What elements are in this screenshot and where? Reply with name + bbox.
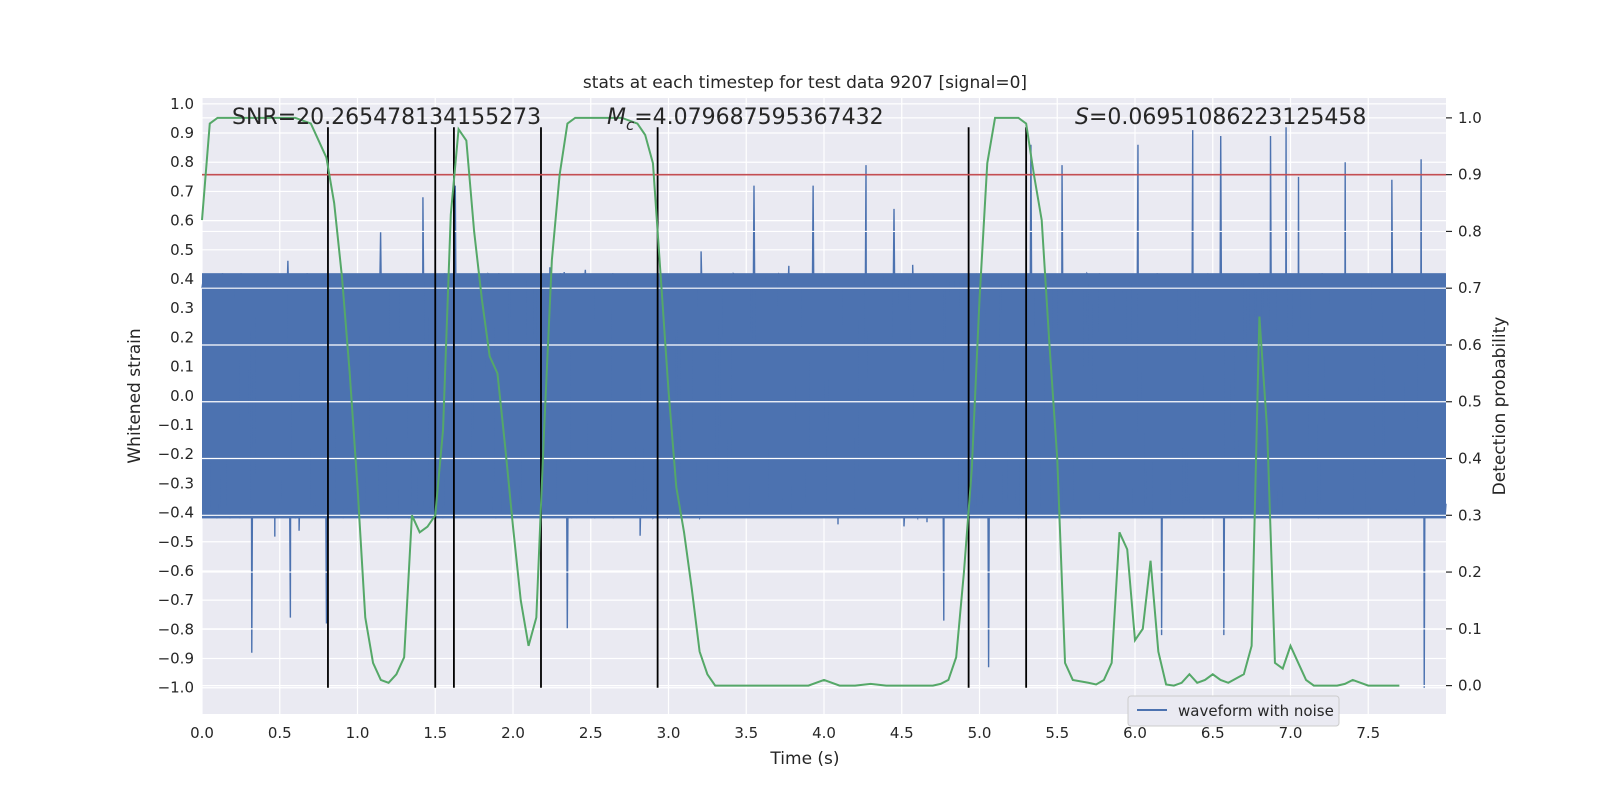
legend-label: waveform with noise <box>1178 702 1334 720</box>
x-tick-label: 1.0 <box>346 724 370 742</box>
y-tick-label: 0.1 <box>170 358 194 376</box>
y-tick-label: 0.8 <box>170 153 194 171</box>
y-right-tick-label: 0.5 <box>1458 393 1482 411</box>
y-right-tick-label: 0.6 <box>1458 336 1482 354</box>
y-tick-label: 0.7 <box>170 182 194 200</box>
y-tick-label: 0.4 <box>170 270 194 288</box>
x-tick-label: 6.0 <box>1123 724 1147 742</box>
x-tick-label: 0.0 <box>190 724 214 742</box>
y-right-tick-label: 0.0 <box>1458 677 1482 695</box>
y-tick-label: −0.9 <box>158 650 194 668</box>
y-right-tick-label: 0.3 <box>1458 506 1482 524</box>
x-axis: 0.0 0.5 1.0 1.5 2.0 2.5 3.0 3.5 4.0 4.5 5.0 5.5 6.0 6… <box>190 724 1380 742</box>
y-right-tick-label: 0.4 <box>1458 450 1482 468</box>
x-tick-label: 2.5 <box>579 724 603 742</box>
x-tick-label: 5.0 <box>968 724 992 742</box>
y-tick-label: −0.8 <box>158 620 194 638</box>
x-tick-label: 1.5 <box>423 724 447 742</box>
s-value: =0.06951086223125458 <box>1089 105 1366 130</box>
y-tick-label: −1.0 <box>158 679 194 697</box>
y-tick-label: −0.2 <box>158 445 194 463</box>
s-symbol: S <box>1075 105 1089 130</box>
y-tick-label: 0.5 <box>170 241 194 259</box>
x-tick-label: 6.5 <box>1201 724 1225 742</box>
probability-series <box>201 116 1400 687</box>
x-tick-label: 7.5 <box>1356 724 1380 742</box>
left-y-axis: 1.0 0.9 0.8 0.7 0.6 0.5 0.4 0.3 0.2 0.1 0.0 −0.1 −0.… <box>158 95 194 697</box>
y-right-tick-label: 0.7 <box>1458 279 1482 297</box>
waveform-series <box>201 127 1447 688</box>
y-tick-label: −0.3 <box>158 474 194 492</box>
y-axis-label: Whitened strain <box>125 328 145 463</box>
y-tick-label: 0.6 <box>170 212 194 230</box>
x-tick-label: 3.5 <box>734 724 758 742</box>
mc-value: =4.079687595367432 <box>634 105 883 130</box>
chirp-mass-annotation: Mc=4.079687595367432 <box>607 105 884 134</box>
y-right-tick-label: 0.1 <box>1458 620 1482 638</box>
x-tick-label: 4.5 <box>890 724 914 742</box>
right-y-axis: 1.0 0.9 0.8 0.7 0.6 0.5 0.4 0.3 0.2 0.1 0.0 <box>1446 109 1482 695</box>
y-tick-label: 1.0 <box>170 95 194 113</box>
y-tick-label: 0.2 <box>170 328 194 346</box>
mc-symbol: M <box>607 105 626 130</box>
y-tick-label: −0.1 <box>158 416 194 434</box>
y-tick-label: 0.3 <box>170 299 194 317</box>
x-tick-label: 2.0 <box>501 724 525 742</box>
waveform-line <box>201 127 1447 688</box>
y-axis-right-label: Detection probability <box>1490 317 1510 496</box>
snr-annotation: SNR=20.265478134155273 <box>232 105 541 130</box>
chart-title: stats at each timestep for test data 920… <box>583 73 1027 93</box>
x-tick-label: 5.5 <box>1045 724 1069 742</box>
x-tick-label: 3.0 <box>657 724 681 742</box>
y-tick-label: −0.7 <box>158 591 194 609</box>
y-tick-label: −0.4 <box>158 504 194 522</box>
x-tick-label: 4.0 <box>812 724 836 742</box>
y-tick-label: 0.0 <box>170 387 194 405</box>
y-right-tick-label: 0.9 <box>1458 166 1482 184</box>
x-axis-label: Time (s) <box>769 749 839 769</box>
s-annotation: S=0.06951086223125458 <box>1075 105 1366 130</box>
y-tick-label: 0.9 <box>170 124 194 142</box>
y-tick-label: −0.5 <box>158 533 194 551</box>
y-right-tick-label: 1.0 <box>1458 109 1482 127</box>
y-right-tick-label: 0.8 <box>1458 222 1482 240</box>
y-right-tick-label: 0.2 <box>1458 563 1482 581</box>
probability-line <box>201 116 1400 687</box>
x-tick-label: 0.5 <box>268 724 292 742</box>
y-tick-label: −0.6 <box>158 562 194 580</box>
mc-subscript: c <box>626 116 635 134</box>
legend-box <box>1127 695 1340 727</box>
x-tick-label: 7.0 <box>1279 724 1303 742</box>
legend: waveform with noise <box>1127 695 1340 727</box>
